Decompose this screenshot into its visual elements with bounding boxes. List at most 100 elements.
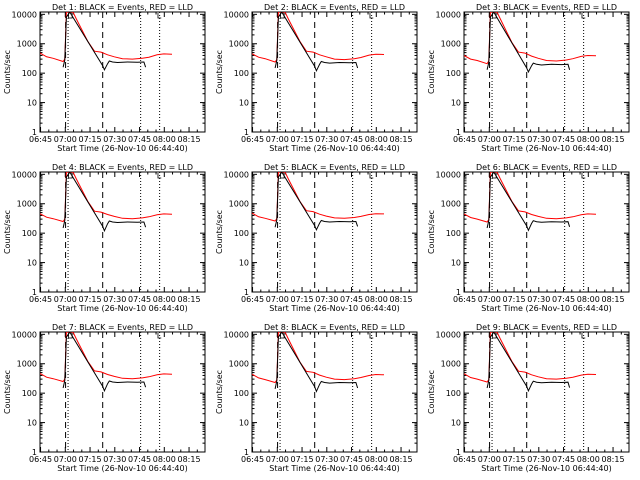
interval-bracket — [157, 333, 162, 339]
x-tick-label: 08:00 — [153, 135, 176, 144]
y-tick-label: 10 — [239, 99, 249, 108]
x-tick-label: 08:15 — [390, 455, 413, 464]
x-tick-label: 07:00 — [478, 135, 501, 144]
y-tick-label: 1 — [456, 448, 461, 457]
events-series-line — [274, 332, 359, 393]
x-tick-label: 08:00 — [365, 135, 388, 144]
x-tick-label: 08:15 — [602, 135, 625, 144]
detector-panel-3: Det 3: BLACK = Events, RED = LLD Counts/s… — [427, 3, 630, 153]
x-tick-label: 07:45 — [552, 135, 575, 144]
x-tick-label: 08:15 — [178, 455, 201, 464]
y-tick-label: 10 — [451, 259, 461, 268]
x-tick-label: 07:15 — [79, 295, 102, 304]
x-tick-label: 06:45 — [29, 455, 52, 464]
y-tick-label: 10000 — [12, 330, 37, 339]
y-tick-label: 10 — [27, 99, 37, 108]
plot-area — [464, 172, 597, 292]
x-tick-label: 06:45 — [241, 455, 264, 464]
lld-series-line — [40, 12, 173, 63]
x-tick-label: 08:00 — [577, 455, 600, 464]
interval-bracket — [581, 333, 586, 339]
x-tick-label: 07:00 — [54, 135, 77, 144]
y-tick-label: 1 — [32, 288, 37, 297]
y-tick-label: 10000 — [224, 330, 249, 339]
y-tick-label: 1 — [244, 448, 249, 457]
panel-title: Det 9: BLACK = Events, RED = LLD — [476, 323, 617, 332]
x-tick-label: 07:00 — [478, 295, 501, 304]
y-tick-label: 100 — [446, 69, 461, 78]
y-tick-label: 10 — [451, 419, 461, 428]
x-tick-label: 07:15 — [503, 135, 526, 144]
y-axis-label: Counts/sec — [3, 370, 12, 414]
lld-series-line — [464, 12, 597, 65]
x-tick-label: 07:00 — [266, 295, 289, 304]
interval-bracket — [581, 173, 586, 179]
panel-title: Det 5: BLACK = Events, RED = LLD — [264, 163, 405, 172]
x-tick-label: 08:15 — [390, 295, 413, 304]
x-tick-label: 07:15 — [79, 455, 102, 464]
y-tick-label: 10000 — [12, 10, 37, 19]
x-tick-label: 07:00 — [266, 455, 289, 464]
y-axis-label: Counts/sec — [3, 210, 12, 254]
x-tick-label: 08:00 — [365, 295, 388, 304]
x-tick-label: 08:15 — [602, 295, 625, 304]
interval-bracket — [157, 13, 162, 19]
events-series-line — [486, 172, 571, 232]
y-tick-label: 1000 — [17, 200, 37, 209]
lld-series-line — [252, 172, 385, 222]
x-tick-label: 08:00 — [365, 455, 388, 464]
y-tick-label: 100 — [446, 229, 461, 238]
x-tick-label: 08:15 — [178, 295, 201, 304]
y-tick-label: 100 — [22, 69, 37, 78]
y-tick-label: 100 — [234, 69, 249, 78]
lld-series-line — [464, 172, 597, 223]
x-tick-label: 06:45 — [29, 135, 52, 144]
x-tick-label: 07:30 — [527, 295, 550, 304]
y-tick-label: 100 — [446, 389, 461, 398]
panel-title: Det 3: BLACK = Events, RED = LLD — [476, 3, 617, 12]
detector-panel-6: Det 6: BLACK = Events, RED = LLD Counts/s… — [427, 163, 630, 313]
x-tick-label: 07:30 — [527, 455, 550, 464]
x-tick-label: 07:15 — [291, 295, 314, 304]
y-axis-label: Counts/sec — [215, 210, 224, 254]
x-tick-label: 07:30 — [527, 135, 550, 144]
plot-area — [40, 172, 173, 292]
x-tick-label: 07:30 — [103, 455, 126, 464]
plot-frame — [39, 171, 206, 293]
y-tick-label: 1 — [244, 128, 249, 137]
x-tick-label: 06:45 — [453, 455, 476, 464]
x-axis-label: Start Time (26-Nov-10 06:44:40) — [269, 144, 399, 153]
y-tick-label: 10 — [239, 419, 249, 428]
events-series-line — [62, 172, 147, 233]
y-tick-label: 1 — [32, 128, 37, 137]
detector-panel-1: Det 1: BLACK = Events, RED = LLD Counts/s… — [3, 3, 206, 153]
lld-series-line — [252, 332, 385, 384]
plot-area — [252, 172, 385, 292]
y-tick-label: 100 — [22, 389, 37, 398]
y-tick-label: 1000 — [441, 360, 461, 369]
interval-bracket — [581, 13, 586, 19]
detector-panel-2: Det 2: BLACK = Events, RED = LLD Counts/s… — [215, 3, 418, 153]
y-tick-label: 1000 — [17, 40, 37, 49]
plot-frame — [463, 11, 630, 133]
x-tick-label: 07:15 — [503, 455, 526, 464]
x-tick-label: 07:00 — [54, 295, 77, 304]
x-tick-label: 07:15 — [503, 295, 526, 304]
y-tick-label: 10000 — [224, 170, 249, 179]
x-tick-label: 08:00 — [153, 455, 176, 464]
y-tick-label: 10 — [27, 259, 37, 268]
x-tick-label: 07:45 — [552, 295, 575, 304]
events-series-line — [486, 332, 571, 393]
panel-title: Det 1: BLACK = Events, RED = LLD — [52, 3, 193, 12]
x-tick-label: 07:00 — [54, 455, 77, 464]
detector-panel-7: Det 7: BLACK = Events, RED = LLD Counts/s… — [3, 323, 206, 473]
lld-series-line — [40, 172, 173, 223]
x-tick-label: 06:45 — [453, 295, 476, 304]
panel-title: Det 7: BLACK = Events, RED = LLD — [52, 323, 193, 332]
y-tick-label: 1 — [32, 448, 37, 457]
y-tick-label: 1000 — [441, 200, 461, 209]
x-tick-label: 07:30 — [103, 295, 126, 304]
interval-bracket — [369, 13, 374, 19]
x-tick-label: 06:45 — [29, 295, 52, 304]
plot-area — [252, 332, 385, 452]
